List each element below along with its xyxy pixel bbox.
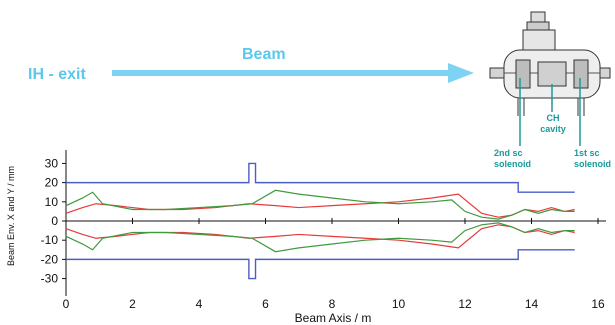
y-tick-label: 20 [45, 176, 59, 190]
x-tick-label: 10 [392, 297, 406, 311]
x-tick-label: 16 [591, 297, 605, 311]
x-tick-label: 8 [329, 297, 336, 311]
ch-cavity-label-line1: CH [547, 113, 560, 123]
envelope_x-lower-line [65, 224, 575, 249]
x-tick-label: 4 [196, 297, 203, 311]
x-tick-label: 14 [525, 297, 539, 311]
envelope_y-lower-line [65, 222, 575, 253]
solenoid-2nd-label-line1: 2nd sc [494, 148, 523, 158]
aperture-upper-line [66, 162, 575, 193]
beam-arrow-head [448, 63, 474, 83]
y-tick-label: -10 [41, 233, 59, 247]
y-axis-title: Beam Env. X and Y / mm [6, 166, 16, 266]
solenoid-2nd-label-line2: solenoid [494, 159, 531, 169]
ih-exit-label: IH - exit [28, 66, 86, 83]
x-tick-label: 12 [458, 297, 472, 311]
envelope_x-upper-line [65, 193, 575, 218]
y-tick-label: 10 [45, 195, 59, 209]
envelope_y-upper-line [65, 189, 575, 220]
y-tick-label: -20 [41, 252, 59, 266]
cavity-drawing [489, 11, 611, 116]
x-tick-label: 2 [129, 297, 136, 311]
x-tick-label: 6 [262, 297, 269, 311]
aperture-lower-line [66, 249, 575, 280]
y-tick-label: -30 [41, 272, 59, 286]
x-tick-label: 0 [63, 297, 70, 311]
cavity-pointer-lines [519, 78, 581, 146]
solenoid-1st-label-line2: solenoid [574, 159, 611, 169]
x-axis-title: Beam Axis / m [295, 311, 372, 325]
envelope-plot: 30 20 10 0 -10 -20 -30 0 2 4 6 8 10 12 14 16 [41, 150, 606, 311]
y-tick-label: 30 [45, 156, 59, 170]
beam-label: Beam [242, 46, 286, 63]
beam-arrow-shaft [112, 70, 450, 76]
ch-cavity-label-line2: cavity [540, 124, 566, 134]
solenoid-1st-label-line1: 1st sc [574, 148, 600, 158]
y-tick-label: 0 [51, 214, 58, 228]
